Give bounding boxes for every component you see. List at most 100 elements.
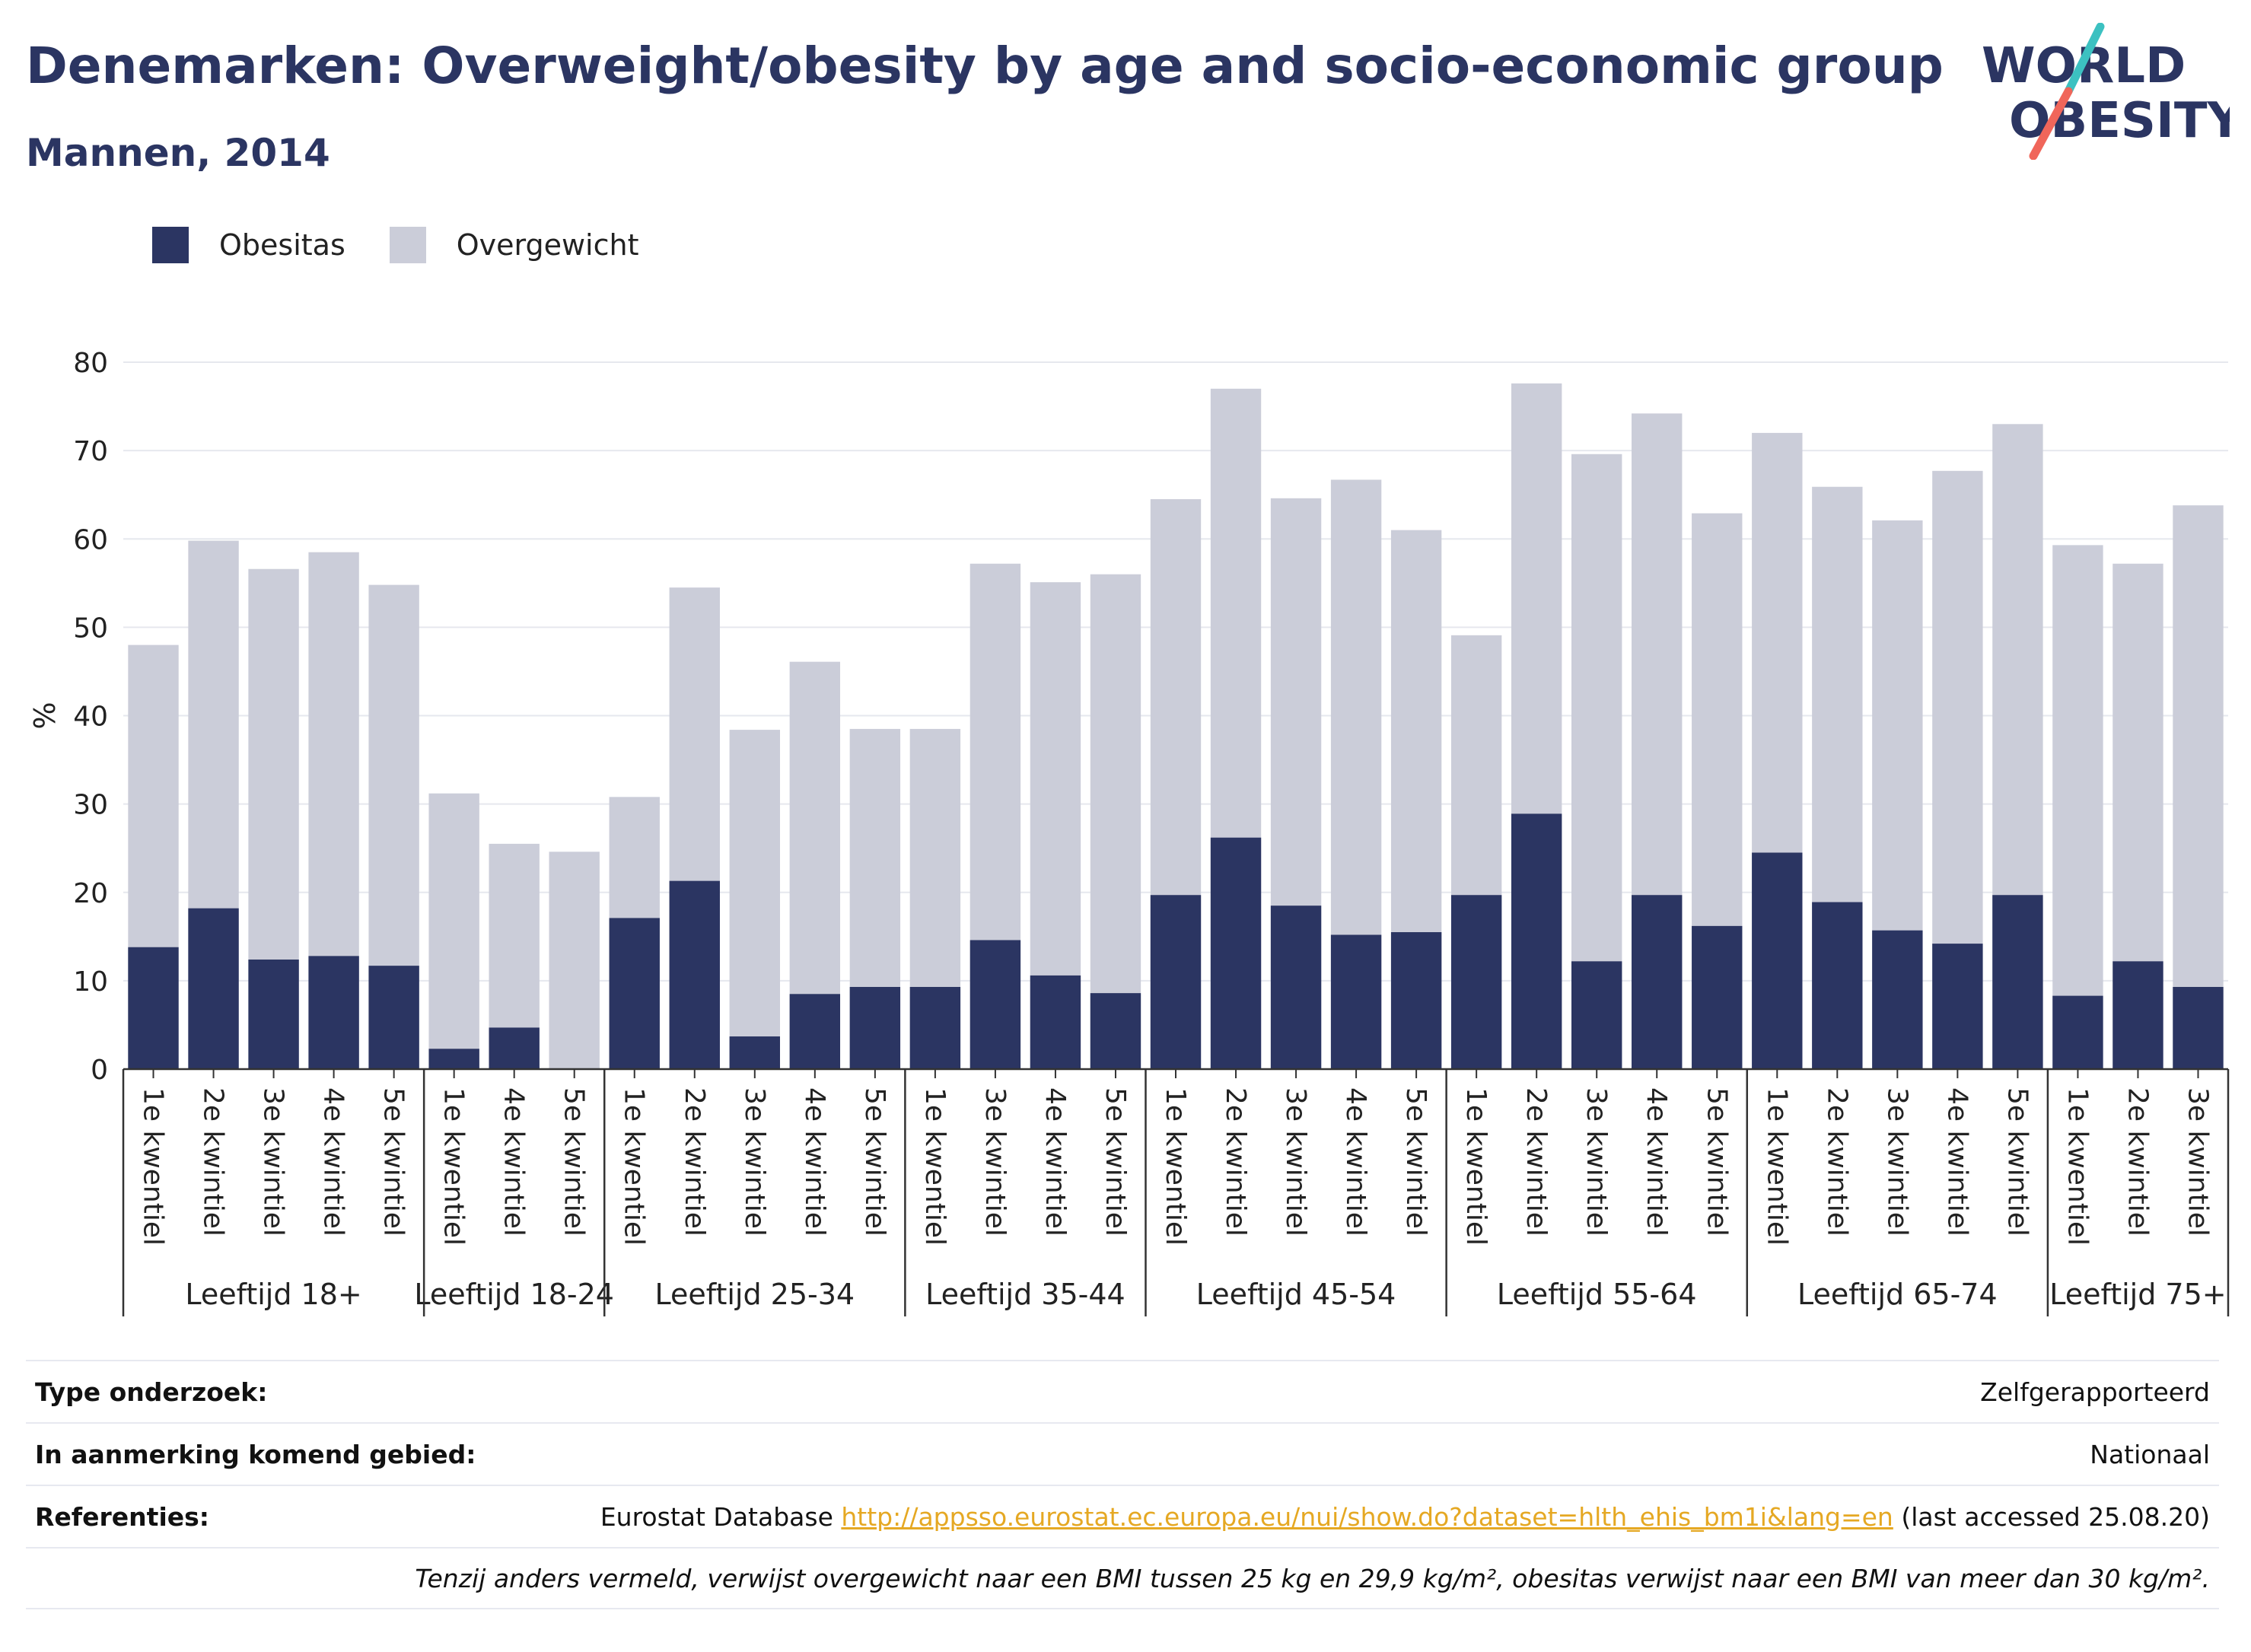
bar-overgewicht bbox=[549, 851, 600, 1069]
x-category-label: 2e kwintiel bbox=[1821, 1087, 1852, 1237]
x-category-label: 5e kwintiel bbox=[2001, 1087, 2033, 1237]
x-category-label: 1e kwentiel bbox=[2062, 1087, 2093, 1246]
bar-obesitas bbox=[1210, 837, 1262, 1069]
bar-obesitas bbox=[849, 987, 901, 1069]
logo-slash-bottom bbox=[2029, 87, 2073, 160]
bar-obesitas bbox=[609, 918, 660, 1069]
bar-obesitas bbox=[489, 1027, 540, 1069]
bar-obesitas bbox=[1812, 902, 1863, 1069]
x-category-label: 2e kwintiel bbox=[1220, 1087, 1251, 1237]
bar-obesitas bbox=[1390, 932, 1442, 1069]
x-category-label: 3e kwintiel bbox=[739, 1087, 770, 1237]
x-category-label: 5e kwintiel bbox=[1100, 1087, 1131, 1237]
bar-obesitas bbox=[248, 960, 299, 1069]
bar-obesitas bbox=[1932, 944, 1983, 1069]
x-category-label: 5e kwintiel bbox=[1400, 1087, 1431, 1237]
references-value: Eurostat Database http://appsso.eurostat… bbox=[600, 1502, 2210, 1532]
x-category-label: 3e kwintiel bbox=[1581, 1087, 1612, 1237]
x-category-label: 3e kwintiel bbox=[258, 1087, 289, 1237]
references-label: Referenties: bbox=[35, 1501, 209, 1532]
y-tick-label: 80 bbox=[73, 348, 108, 379]
x-group-label: Leeftijd 35-44 bbox=[925, 1278, 1126, 1311]
chart-subtitle: Mannen, 2014 bbox=[26, 131, 330, 175]
chart-legend: Obesitas Overgewicht bbox=[152, 227, 683, 263]
x-category-label: 1e kwentiel bbox=[1761, 1087, 1792, 1246]
legend-item-overgewicht[interactable]: Overgewicht bbox=[389, 227, 639, 263]
x-category-label: 4e kwintiel bbox=[799, 1087, 830, 1237]
bar-obesitas bbox=[1752, 852, 1803, 1069]
world-obesity-logo: WORLD OBESITY bbox=[1982, 23, 2230, 160]
reference-suffix: (last accessed 25.08.20) bbox=[1893, 1501, 2210, 1532]
x-group-label: Leeftijd 45-54 bbox=[1196, 1278, 1396, 1311]
x-category-label: 4e kwintiel bbox=[1040, 1087, 1071, 1237]
x-category-label: 1e kwentiel bbox=[1160, 1087, 1191, 1246]
info-table: Type onderzoek: Zelfgerapporteerd In aan… bbox=[26, 1360, 2219, 1609]
x-category-label: 4e kwintiel bbox=[1941, 1087, 1972, 1237]
bar-obesitas bbox=[188, 908, 239, 1069]
bar-obesitas bbox=[1270, 906, 1322, 1069]
x-category-label: 3e kwintiel bbox=[979, 1087, 1011, 1237]
x-category-label: 3e kwintiel bbox=[2182, 1087, 2213, 1237]
x-category-label: 5e kwintiel bbox=[859, 1087, 890, 1237]
area-value: Nationaal bbox=[2090, 1439, 2210, 1469]
x-group-label: Leeftijd 18-24 bbox=[414, 1278, 614, 1311]
bar-obesitas bbox=[729, 1036, 780, 1069]
legend-swatch-overgewicht bbox=[389, 227, 426, 263]
info-row-note: Tenzij anders vermeld, verwijst overgewi… bbox=[26, 1547, 2219, 1609]
x-category-label: 1e kwentiel bbox=[438, 1087, 470, 1246]
x-category-label: 3e kwintiel bbox=[1881, 1087, 1912, 1237]
y-tick-label: 70 bbox=[73, 436, 108, 467]
x-category-label: 1e kwentiel bbox=[919, 1087, 950, 1246]
bar-obesitas bbox=[128, 947, 179, 1069]
bar-obesitas bbox=[1632, 895, 1683, 1069]
info-row-references: Referenties: Eurostat Database http://ap… bbox=[26, 1485, 2219, 1547]
bar-overgewicht bbox=[1090, 574, 1141, 1069]
y-tick-label: 30 bbox=[73, 790, 108, 821]
y-tick-label: 10 bbox=[73, 966, 108, 998]
bar-overgewicht bbox=[428, 793, 479, 1069]
bar-obesitas bbox=[1330, 934, 1382, 1069]
reference-prefix: Eurostat Database bbox=[600, 1501, 842, 1532]
bar-obesitas bbox=[2173, 987, 2224, 1069]
chart-title: Denemarken: Overweight/obesity by age an… bbox=[26, 37, 1944, 95]
legend-item-obesitas[interactable]: Obesitas bbox=[152, 227, 345, 263]
y-axis-label: % bbox=[28, 702, 62, 729]
y-tick-label: 50 bbox=[73, 613, 108, 644]
x-category-label: 2e kwintiel bbox=[679, 1087, 710, 1237]
x-group-label: Leeftijd 65-74 bbox=[1797, 1278, 1998, 1311]
bar-obesitas bbox=[1692, 925, 1743, 1069]
type-label: Type onderzoek: bbox=[35, 1377, 268, 1407]
x-category-label: 1e kwentiel bbox=[1460, 1087, 1492, 1246]
x-category-label: 2e kwintiel bbox=[198, 1087, 229, 1237]
legend-swatch-obesitas bbox=[152, 227, 189, 263]
x-category-label: 2e kwintiel bbox=[1520, 1087, 1552, 1237]
x-category-label: 5e kwintiel bbox=[1701, 1087, 1732, 1237]
y-tick-label: 0 bbox=[91, 1055, 108, 1086]
bar-obesitas bbox=[308, 956, 359, 1069]
x-category-label: 4e kwintiel bbox=[1340, 1087, 1371, 1237]
x-category-label: 3e kwintiel bbox=[1280, 1087, 1311, 1237]
y-tick-label: 60 bbox=[73, 524, 108, 555]
area-label: In aanmerking komend gebied: bbox=[35, 1439, 476, 1469]
x-category-label: 1e kwentiel bbox=[138, 1087, 169, 1246]
type-value: Zelfgerapporteerd bbox=[1980, 1377, 2210, 1407]
bar-obesitas bbox=[1450, 895, 1502, 1069]
bar-obesitas bbox=[368, 966, 419, 1069]
y-tick-label: 20 bbox=[73, 878, 108, 909]
bmi-note: Tenzij anders vermeld, verwijst overgewi… bbox=[415, 1563, 2210, 1593]
bar-obesitas bbox=[909, 987, 961, 1069]
bar-obesitas bbox=[1992, 895, 2043, 1069]
stacked-bar-chart: 0 10 20 30 40 50 60 70 80% 1e kwentiel 2e kwintiel… bbox=[28, 348, 2230, 1316]
y-tick-label: 40 bbox=[73, 702, 108, 733]
bar-obesitas bbox=[1030, 975, 1081, 1069]
x-category-label: 1e kwentiel bbox=[619, 1087, 650, 1246]
bar-obesitas bbox=[1150, 895, 1202, 1069]
reference-link[interactable]: http://appsso.eurostat.ec.europa.eu/nui/… bbox=[841, 1501, 1893, 1532]
x-category-label: 4e kwintiel bbox=[318, 1087, 349, 1237]
bar-overgewicht bbox=[2173, 505, 2224, 1069]
bar-obesitas bbox=[969, 940, 1021, 1069]
x-category-label: 4e kwintiel bbox=[498, 1087, 530, 1237]
x-category-label: 5e kwintiel bbox=[559, 1087, 590, 1237]
x-category-label: 5e kwintiel bbox=[378, 1087, 409, 1237]
legend-label-obesitas: Obesitas bbox=[219, 228, 345, 262]
